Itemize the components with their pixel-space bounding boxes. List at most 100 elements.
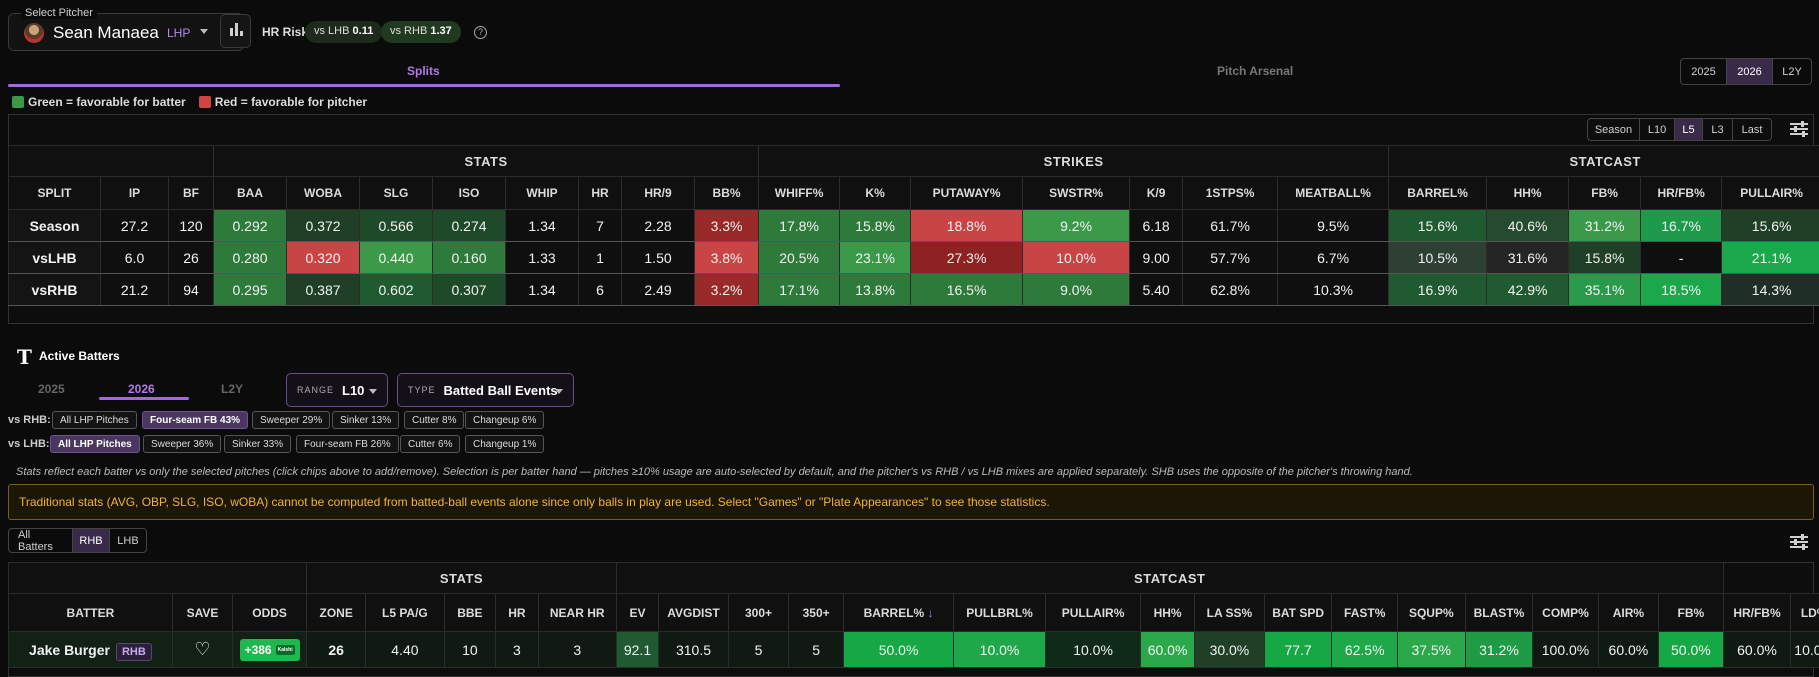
batter-col-header-near-hr[interactable]: NEAR HR [537, 593, 617, 632]
batter-stat-cell: 31.2% [1464, 631, 1534, 668]
batter-col-header-batter[interactable]: BATTER [8, 593, 173, 632]
batter-col-header-pullbrl[interactable]: PULLBRL% [953, 593, 1046, 632]
batter-col-header-ld[interactable]: LD% [1790, 593, 1819, 632]
pitch-chip-sinker-13[interactable]: Sinker 13% [332, 411, 400, 429]
range-option-l3[interactable]: L3 [1703, 119, 1733, 140]
col-header-hh[interactable]: HH% [1486, 176, 1570, 210]
batter-col-header-blast[interactable]: BLAST% [1464, 593, 1534, 632]
type-dropdown[interactable]: TYPE Batted Ball Events [397, 373, 574, 407]
batter-col-header-comp[interactable]: COMP% [1532, 593, 1599, 632]
batter-col-header-save[interactable]: SAVE [171, 593, 234, 632]
batter-col-header-avgdist[interactable]: AVGDIST [658, 593, 729, 632]
col-header-ip[interactable]: IP [100, 176, 169, 210]
batter-year-2026[interactable]: 2026 [128, 382, 155, 396]
stat-cell: 9.0% [1022, 273, 1131, 306]
batter-col-header-zone[interactable]: ZONE [306, 593, 367, 632]
pitch-chip-sweeper-29[interactable]: Sweeper 29% [252, 411, 331, 429]
hand-option-rhb[interactable]: RHB [73, 529, 110, 552]
range-option-last[interactable]: Last [1741, 123, 1763, 136]
season-option-2025[interactable]: 2025 [1681, 59, 1727, 84]
batter-col-header-350[interactable]: 350+ [788, 593, 845, 632]
season-option-2026[interactable]: 2026 [1727, 59, 1773, 84]
batter-row[interactable]: Jake Burger RHB ♡ +386 Kalshi 26 4.40 10 3 3 92.1 3… [8, 631, 1819, 668]
filter-settings-icon[interactable] [1790, 121, 1808, 137]
range-option-l5[interactable]: L5 [1675, 119, 1703, 140]
range-dropdown[interactable]: RANGE L10 [286, 373, 388, 407]
col-header-meatball[interactable]: MEATBALL% [1277, 176, 1390, 210]
batter-col-header-odds[interactable]: ODDS [232, 593, 308, 632]
batter-col-header-fast[interactable]: FAST% [1331, 593, 1398, 632]
batter-col-header-hh[interactable]: HH% [1140, 593, 1196, 632]
season-option-l2y[interactable]: L2Y [1782, 65, 1802, 78]
pitch-chip-four-seam-fb-26[interactable]: Four-seam FB 26% [296, 435, 399, 453]
chart-toggle-button[interactable] [220, 14, 251, 48]
batter-col-header-squp[interactable]: SQUP% [1396, 593, 1466, 632]
sort-desc-icon[interactable]: ↓ [924, 605, 934, 620]
pitch-chip-cutter-8[interactable]: Cutter 8% [404, 411, 465, 429]
stat-cell: 0.372 [286, 209, 361, 242]
help-icon[interactable]: ? [474, 26, 487, 39]
col-header-bf[interactable]: BF [167, 176, 215, 210]
stat-cell: 6.0 [100, 241, 169, 274]
batter-col-header-air[interactable]: AIR% [1597, 593, 1660, 632]
col-header-iso[interactable]: ISO [432, 176, 507, 210]
col-header-k-9[interactable]: K/9 [1129, 176, 1184, 210]
batter-year-2025[interactable]: 2025 [38, 382, 65, 396]
batter-filter-settings-icon[interactable] [1790, 534, 1808, 550]
col-header-k[interactable]: K% [839, 176, 912, 210]
batter-col-header-bbe[interactable]: BBE [443, 593, 497, 632]
pitch-chip-all-lhp-pitches[interactable]: All LHP Pitches [50, 435, 140, 453]
pitch-chip-four-seam-fb-43[interactable]: Four-seam FB 43% [142, 411, 249, 429]
col-header-whip[interactable]: WHIP [505, 176, 580, 210]
pitcher-select[interactable]: Select Pitcher Sean Manaea LHP [8, 7, 244, 51]
col-header-putaway[interactable]: PUTAWAY% [910, 176, 1024, 210]
stat-cell: 1 [578, 241, 623, 274]
pitch-chip-changeup-6[interactable]: Changeup 6% [465, 411, 545, 429]
col-header-hr-fb[interactable]: HR/FB% [1640, 176, 1723, 210]
batter-hand-filter[interactable]: All Batters RHB LHB [8, 528, 147, 553]
tab-pitch-arsenal[interactable]: Pitch Arsenal [1217, 64, 1294, 78]
odds-badge[interactable]: +386 Kalshi [239, 638, 300, 661]
batter-col-header-bat-spd[interactable]: BAT SPD [1263, 593, 1333, 632]
range-option-season[interactable]: Season [1588, 119, 1640, 140]
range-option-l10[interactable]: L10 [1640, 119, 1675, 140]
batter-name[interactable]: Jake Burger [29, 641, 110, 658]
batter-stat-cell: 310.5 [658, 631, 729, 668]
batter-col-header-barrel[interactable]: BARREL% ↓ [843, 593, 955, 632]
col-header-barrel[interactable]: BARREL% [1388, 176, 1488, 210]
batter-col-header-la-ss[interactable]: LA SS% [1194, 593, 1265, 632]
batter-col-header-l5-pa-g[interactable]: L5 PA/G [365, 593, 445, 632]
col-header-bb[interactable]: BB% [694, 176, 760, 210]
tab-splits[interactable]: Splits [407, 64, 440, 78]
pitch-chip-all-lhp-pitches[interactable]: All LHP Pitches [52, 411, 137, 429]
hand-option-lhb[interactable]: LHB [117, 534, 139, 547]
batter-col-header-ev[interactable]: EV [615, 593, 660, 632]
pitch-chip-sweeper-36[interactable]: Sweeper 36% [143, 435, 222, 453]
col-header-1stps[interactable]: 1STPS% [1182, 176, 1279, 210]
col-header-split[interactable]: SPLIT [8, 176, 101, 210]
col-header-fb[interactable]: FB% [1568, 176, 1642, 210]
season-selector[interactable]: 2025 2026 L2Y [1680, 58, 1812, 85]
batter-col-header-300[interactable]: 300+ [727, 593, 790, 632]
heart-icon[interactable]: ♡ [194, 639, 211, 659]
col-header-hr[interactable]: HR [578, 176, 623, 210]
col-header-woba[interactable]: WOBA [286, 176, 361, 210]
col-header-swstr[interactable]: SWSTR% [1022, 176, 1131, 210]
col-header-hr-9[interactable]: HR/9 [621, 176, 696, 210]
batter-col-header-fb[interactable]: FB% [1658, 593, 1724, 632]
col-header-whiff[interactable]: WHIFF% [758, 176, 841, 210]
pitch-chip-changeup-1[interactable]: Changeup 1% [465, 435, 545, 453]
hand-option-all-batters[interactable]: All Batters [9, 529, 73, 552]
pitch-chip-cutter-6[interactable]: Cutter 6% [400, 435, 461, 453]
batter-year-l2y[interactable]: L2Y [221, 382, 244, 396]
pitch-chip-sinker-33[interactable]: Sinker 33% [224, 435, 292, 453]
batter-col-header-pullair[interactable]: PULLAIR% [1044, 593, 1142, 632]
range-selector[interactable]: Season L10 L5 L3 Last [1587, 118, 1772, 141]
batter-col-header-hr-fb[interactable]: HR/FB% [1722, 593, 1792, 632]
batter-name-cell[interactable]: Jake Burger RHB [8, 631, 173, 668]
col-header-baa[interactable]: BAA [213, 176, 288, 210]
batter-col-header-hr[interactable]: HR [495, 593, 539, 632]
col-header-pullair[interactable]: PULLAIR% [1721, 176, 1819, 210]
stat-cell: 15.8% [839, 209, 912, 242]
col-header-slg[interactable]: SLG [359, 176, 434, 210]
